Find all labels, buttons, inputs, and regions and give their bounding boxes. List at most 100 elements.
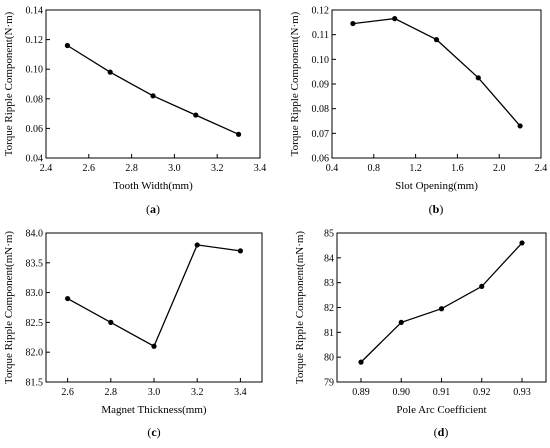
y-axis-title: Torque Ripple Component(N·m) bbox=[3, 11, 15, 156]
y-tick-label: 0.06 bbox=[26, 124, 44, 135]
y-tick-label: 81.5 bbox=[26, 378, 44, 389]
data-point bbox=[65, 295, 71, 302]
data-point bbox=[438, 306, 445, 312]
panel-label-open: ( bbox=[146, 202, 150, 216]
y-tick-label: 83 bbox=[324, 278, 334, 289]
y-tick-label: 0.09 bbox=[312, 80, 330, 91]
x-axis-title: Magnet Thickness(mm) bbox=[101, 404, 207, 416]
plot-frame bbox=[45, 232, 263, 383]
data-point bbox=[517, 123, 523, 129]
panel-label-letter: c bbox=[151, 425, 157, 439]
y-tick-label: 82.5 bbox=[26, 318, 44, 329]
panel-label: (b) bbox=[429, 202, 444, 216]
panel-label-close: ) bbox=[157, 425, 161, 439]
y-tick-label: 0.04 bbox=[26, 154, 44, 165]
x-tick-label: 3.2 bbox=[211, 163, 224, 174]
data-point bbox=[107, 69, 113, 75]
y-tick-label: 0.12 bbox=[26, 35, 44, 46]
data-point bbox=[150, 93, 156, 99]
series-line bbox=[67, 44, 239, 135]
series-line bbox=[352, 17, 521, 127]
x-tick-label: 2.8 bbox=[125, 163, 138, 174]
panel-label: (a) bbox=[146, 202, 160, 216]
panel-label-close: ) bbox=[439, 202, 443, 216]
x-axis-title: Slot Opening(mm) bbox=[395, 180, 478, 192]
x-tick-label: 3.4 bbox=[234, 387, 247, 398]
chart-panel-d: 0.89 0.90 0.91 0.92 0.93 79 80 81 82 83 84 85 Pole A… bbox=[294, 229, 547, 439]
panel-label-close: ) bbox=[444, 425, 448, 439]
x-tick-label: 0.90 bbox=[393, 387, 411, 398]
x-tick-label: 2.8 bbox=[105, 387, 118, 398]
panel-label-letter: b bbox=[433, 202, 440, 216]
panel-label-letter: a bbox=[150, 202, 156, 216]
x-tick-label: 1.2 bbox=[409, 163, 422, 174]
y-axis-title: Torque Ripple Component(N·m) bbox=[289, 11, 301, 156]
plot-frame bbox=[331, 9, 542, 159]
panel-label-close: ) bbox=[156, 202, 160, 216]
x-tick-label: 2.6 bbox=[83, 163, 96, 174]
y-tick-label: 80 bbox=[324, 353, 334, 364]
x-tick-label: 2.0 bbox=[493, 163, 506, 174]
y-tick-label: 85 bbox=[324, 229, 334, 240]
y-tick-label: 0.10 bbox=[312, 55, 330, 66]
x-tick-label: 3.0 bbox=[148, 387, 161, 398]
x-tick-label: 3.2 bbox=[191, 387, 204, 398]
y-tick-label: 84 bbox=[324, 253, 334, 264]
y-tick-label: 0.08 bbox=[26, 94, 44, 105]
data-point bbox=[433, 37, 440, 43]
y-tick-label: 79 bbox=[324, 378, 334, 389]
panel-label: (d) bbox=[434, 425, 449, 439]
data-point bbox=[64, 42, 70, 49]
data-point bbox=[237, 248, 243, 254]
data-point bbox=[193, 112, 199, 118]
y-axis-title: Torque Ripple Component(mN·m) bbox=[3, 231, 15, 385]
x-tick-label: 2.4 bbox=[535, 163, 548, 174]
x-tick-label: 2.6 bbox=[61, 387, 74, 398]
y-tick-label: 0.08 bbox=[312, 104, 330, 115]
data-point bbox=[358, 359, 364, 365]
chart-panel-b: 0.4 0.8 1.2 1.6 2.0 2.4 0.06 0.07 0.08 0.09 0.10 0.… bbox=[289, 6, 547, 217]
plot-frame bbox=[45, 9, 261, 159]
panel-label-open: ( bbox=[147, 425, 151, 439]
data-point bbox=[475, 75, 481, 81]
panel-label-letter: d bbox=[438, 425, 445, 439]
x-axis-title: Pole Arc Coefficient bbox=[396, 404, 486, 416]
chart-panel-c: 2.6 2.8 3.0 3.2 3.4 81.5 82.0 82.5 83.0 83.5 84.0 M… bbox=[3, 229, 263, 439]
x-tick-label: 0.8 bbox=[368, 163, 381, 174]
data-point bbox=[236, 131, 242, 137]
x-tick-label: 3.0 bbox=[168, 163, 181, 174]
y-tick-label: 84.0 bbox=[26, 229, 44, 240]
y-tick-label: 82.0 bbox=[26, 348, 44, 359]
x-tick-label: 0.89 bbox=[352, 387, 370, 398]
x-tick-label: 0.4 bbox=[326, 163, 339, 174]
y-axis-title: Torque Ripple Component(mN·m) bbox=[294, 231, 306, 385]
y-tick-label: 0.06 bbox=[312, 154, 330, 165]
x-tick-label: 1.6 bbox=[451, 163, 464, 174]
data-point bbox=[392, 16, 398, 22]
x-tick-label: 0.91 bbox=[433, 387, 451, 398]
series-line bbox=[67, 244, 241, 348]
y-tick-label: 82 bbox=[324, 303, 334, 314]
y-tick-label: 0.12 bbox=[312, 6, 330, 17]
y-tick-label: 83.0 bbox=[26, 288, 44, 299]
panel-label-open: ( bbox=[434, 425, 438, 439]
data-point bbox=[194, 242, 200, 248]
data-point bbox=[519, 240, 525, 246]
y-tick-label: 83.5 bbox=[26, 258, 44, 269]
data-point bbox=[479, 283, 485, 289]
x-axis-title: Tooth Width(mm) bbox=[113, 180, 193, 192]
data-point bbox=[350, 20, 356, 27]
x-tick-label: 0.92 bbox=[473, 387, 491, 398]
panel-label: (c) bbox=[147, 425, 160, 439]
y-tick-label: 0.11 bbox=[312, 30, 329, 41]
data-point bbox=[398, 319, 404, 325]
series-line bbox=[360, 242, 523, 363]
x-tick-label: 3.4 bbox=[254, 163, 267, 174]
x-tick-label: 0.93 bbox=[513, 387, 531, 398]
y-tick-label: 0.07 bbox=[312, 129, 330, 140]
panel-label-open: ( bbox=[429, 202, 433, 216]
x-tick-label: 2.4 bbox=[40, 163, 53, 174]
y-tick-label: 0.14 bbox=[26, 6, 44, 17]
data-point bbox=[151, 343, 157, 349]
